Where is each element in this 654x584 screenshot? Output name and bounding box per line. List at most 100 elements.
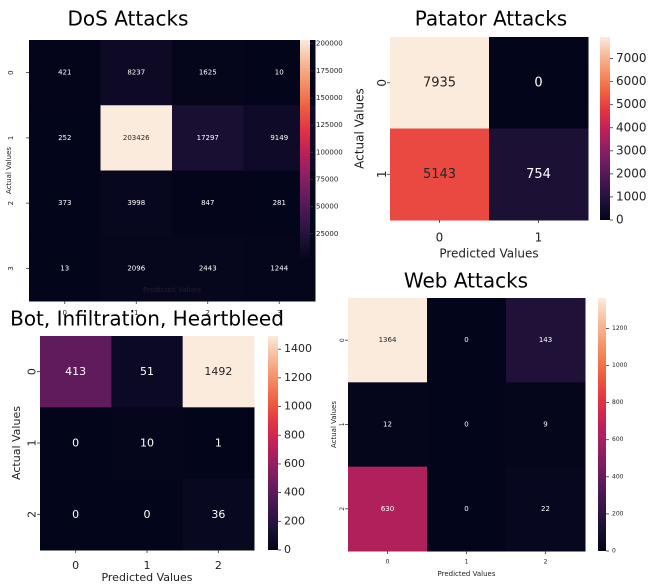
patator-cell-label-1-0: 5143 [423,167,456,182]
dos-xtick-2: 2 [206,309,210,317]
patator-colorbar-tick-7: 7000 [616,51,647,65]
patator-xtick-1: 1 [535,231,543,245]
web-cell-label-0-0: 1364 [379,336,397,344]
patator-colorbar [600,37,610,220]
dos-ylabel: Actual Values [5,147,13,194]
bot-colorbar [268,336,278,550]
bot-cell-1-1 [111,407,184,480]
web-ytick-1: 1 [339,422,346,426]
web-cell-label-2-0: 630 [381,505,394,513]
dos-cell-label-2-3: 281 [273,199,286,207]
web-cell-1-0 [348,382,428,468]
web-ytick-0: 0 [339,338,346,342]
dos-ytick-0: 0 [7,70,15,74]
bot-colorbar-tick-3: 600 [284,457,305,470]
dos-cell-label-0-1: 8237 [127,69,145,77]
dos-cell-label-2-1: 3998 [127,199,145,207]
dos-cell-label-0-0: 421 [58,69,71,77]
bot-cell-2-2 [182,478,255,551]
dos-cell-label-3-3: 1244 [270,264,288,272]
web-title: Web Attacks [404,269,528,293]
dos-cell-0-1 [100,40,173,106]
dos-cell-label-3-1: 2096 [127,264,145,272]
dos-cell-2-2 [172,170,244,237]
bot-colorbar-tick-2: 400 [284,486,305,499]
dos-colorbar-tick-0: 25000 [316,230,338,238]
bot-cell-1-0 [40,407,112,480]
dos-xtick-3: 3 [277,309,281,317]
web-ytick-2: 2 [339,507,346,511]
bot-colorbar-tick-0: 0 [284,543,291,556]
dos-cell-1-0 [29,105,101,171]
web-xtick-2: 2 [544,559,548,566]
patator-ytick-0: 0 [375,79,389,87]
web-colorbar-tick-2: 400 [612,473,624,480]
bot-cell-0-2 [182,336,255,408]
web-cell-2-1 [427,466,507,552]
bot-colorbar-tick-5: 1000 [284,400,312,413]
bot-xtick-2: 2 [215,559,222,572]
patator-cell-1-1 [489,128,589,221]
dos-colorbar [300,40,310,261]
dos-colorbar-tick-1: 50000 [316,203,338,211]
web-cell-label-1-1: 0 [464,421,468,429]
web-colorbar-tick-4: 800 [612,399,624,406]
bot-cell-label-0-2: 1492 [204,365,232,378]
dos-cell-0-2 [172,40,244,106]
dos-cell-3-0 [29,235,101,302]
patator-colorbar-tick-2: 2000 [616,166,647,180]
dos-xtick-1: 1 [134,309,138,317]
web-cell-0-2 [506,298,586,383]
patator-ytick-1: 1 [375,170,389,178]
patator-colorbar-tick-4: 4000 [616,120,647,134]
bot-cell-label-1-1: 10 [140,437,154,450]
dos-ytick-3: 3 [7,266,15,270]
bot-cell-label-2-0: 0 [72,508,79,521]
web-cell-label-0-1: 0 [464,336,468,344]
web-cell-label-0-2: 143 [539,336,552,344]
dos-cell-label-1-3: 9149 [270,134,288,142]
dos-cell-1-1 [100,105,173,171]
bot-cell-label-1-0: 0 [72,437,79,450]
dos-cell-label-1-2: 17297 [197,134,219,142]
web-cell-2-0 [348,466,428,552]
dos-cell-label-3-2: 2443 [199,264,217,272]
bot-cell-label-2-1: 0 [144,508,151,521]
bot-cell-label-0-1: 51 [140,365,154,378]
bot-cell-1-2 [182,407,255,480]
patator-title: Patator Attacks [415,7,567,31]
dos-colorbar-tick-2: 75000 [316,176,338,184]
patator-cell-label-1-1: 754 [526,167,551,182]
patator-cell-1-0 [390,128,490,221]
web-cell-2-2 [506,466,586,552]
bot-colorbar-tick-7: 1400 [284,342,312,355]
dos-cell-label-2-2: 847 [201,199,214,207]
dos-cell-1-2 [172,105,244,171]
dos-cell-3-1 [100,235,173,302]
dos-cell-label-0-3: 10 [275,69,284,77]
web-xtick-0: 0 [386,559,390,566]
web-cell-1-1 [427,382,507,468]
dos-xlabel: Predicted Values [143,286,201,294]
bot-xtick-1: 1 [144,559,151,572]
bot-cell-2-0 [40,478,112,551]
web-colorbar-tick-3: 600 [612,436,624,443]
web-colorbar-tick-6: 1200 [612,325,627,332]
dos-cell-label-0-2: 1625 [199,69,217,77]
patator-colorbar-tick-0: 0 [616,213,624,227]
bot-ytick-2: 2 [25,511,38,518]
dos-ytick-2: 2 [7,201,15,205]
web-cell-1-2 [506,382,586,468]
bot-ytick-0: 0 [25,368,38,375]
bot-cell-0-0 [40,336,112,408]
patator-ylabel: Actual Values [353,88,367,169]
web-colorbar [598,298,606,551]
bot-cell-label-2-2: 36 [211,508,225,521]
dos-cell-2-1 [100,170,173,237]
dos-colorbar-tick-4: 125000 [316,121,343,129]
bot-ytick-1: 1 [25,440,38,447]
dos-cell-label-1-1: 203426 [123,134,150,142]
bot-ylabel: Actual Values [10,406,23,480]
bot-colorbar-tick-4: 800 [284,428,305,441]
